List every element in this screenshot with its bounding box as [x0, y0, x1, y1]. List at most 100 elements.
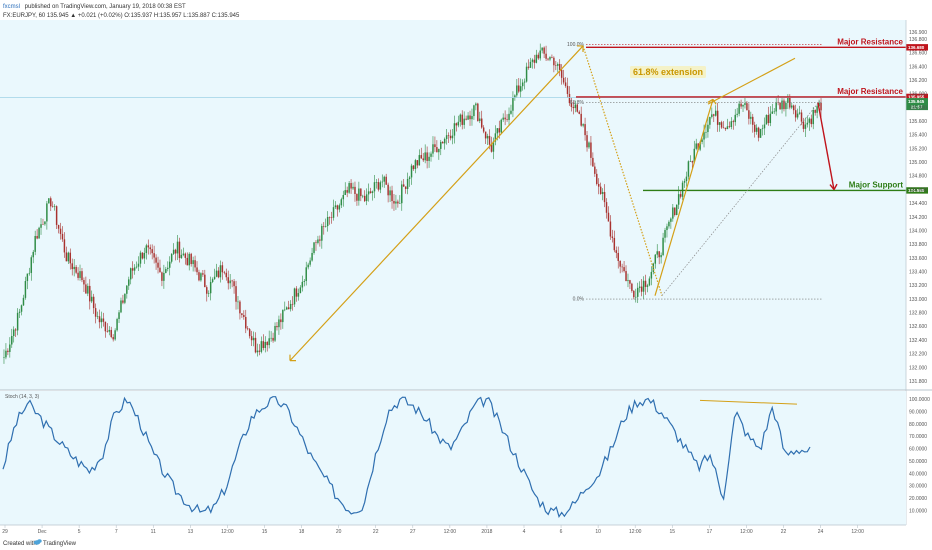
candle-body	[149, 247, 151, 250]
candle-body	[695, 143, 697, 149]
candle-body	[740, 103, 742, 107]
candle-body	[12, 329, 15, 336]
candle-body	[323, 226, 325, 227]
candle-body	[51, 206, 54, 207]
candle-body	[71, 263, 73, 270]
candle-body	[537, 54, 540, 59]
badge-resistance-lower-bg	[906, 93, 928, 101]
candle-body	[229, 280, 231, 284]
x-tick-label: 22	[373, 529, 379, 535]
candle-body	[432, 144, 434, 154]
footer-brand[interactable]: TradingView	[43, 541, 77, 547]
candle-body	[285, 307, 288, 310]
x-tick-label: 20	[336, 529, 342, 535]
x-tick-label: 11	[151, 529, 156, 535]
y-tick-label: 132.000	[909, 365, 927, 371]
candle-body	[59, 228, 62, 234]
candle-body	[742, 104, 744, 107]
candle-body	[479, 118, 481, 122]
candle-body	[182, 253, 185, 255]
candle-body	[358, 188, 360, 201]
candle-body	[362, 195, 364, 197]
candle-body	[568, 93, 571, 104]
candle-body	[342, 194, 345, 200]
candle-body	[623, 267, 625, 272]
candle-body	[360, 188, 362, 197]
candle-body	[145, 245, 148, 253]
candle-body	[168, 261, 171, 268]
candle-body	[726, 126, 729, 130]
y-tick-label: 135.000	[909, 160, 927, 166]
y-tick-label: 135.600	[909, 119, 927, 125]
stoch-panel	[0, 391, 906, 525]
candle-body	[213, 276, 216, 280]
candle-body	[9, 344, 11, 352]
candle-body	[85, 284, 87, 294]
extension-label: 61.8% extension	[633, 67, 703, 77]
candle-body	[198, 272, 200, 281]
tradingview-cloud-icon	[33, 539, 42, 545]
candle-body	[5, 350, 7, 358]
candle-body	[675, 204, 678, 216]
candle-body	[131, 268, 134, 271]
candle-body	[670, 218, 672, 222]
candle-body	[652, 263, 655, 272]
y-tick-label: 136.800	[909, 37, 927, 43]
candle-body	[264, 341, 267, 348]
candle-body	[100, 318, 103, 323]
candle-body	[736, 113, 738, 115]
candle-body	[221, 265, 224, 273]
candle-body	[566, 85, 569, 94]
candle-body	[802, 121, 805, 129]
candle-body	[469, 115, 471, 120]
candle-body	[280, 319, 282, 323]
x-tick-label: 12:00	[444, 529, 457, 535]
candle-body	[397, 201, 399, 204]
candle-body	[619, 260, 621, 267]
candle-body	[422, 158, 424, 161]
x-tick-label: 4	[523, 529, 526, 535]
candle-body	[248, 329, 251, 337]
candle-body	[605, 202, 608, 213]
candle-body	[642, 280, 645, 292]
candle-body	[441, 141, 444, 144]
candle-body	[26, 273, 29, 282]
candle-body	[672, 207, 674, 219]
candle-body	[588, 142, 590, 148]
candle-body	[430, 153, 432, 157]
candle-body	[709, 116, 711, 125]
candle-body	[186, 257, 189, 266]
candle-body	[87, 285, 89, 294]
candle-body	[471, 116, 473, 120]
x-tick-label: Dec	[38, 529, 47, 535]
candle-body	[371, 191, 374, 194]
candle-body	[219, 265, 222, 278]
price-candles	[3, 43, 822, 364]
candle-body	[385, 176, 387, 185]
candle-body	[328, 216, 331, 218]
candle-body	[266, 341, 268, 346]
candle-body	[231, 280, 233, 282]
candle-body	[592, 157, 594, 167]
candle-body	[258, 350, 261, 352]
candle-body	[57, 224, 60, 229]
stoch-y-tick-label: 80.0000	[909, 422, 927, 428]
x-tick-label: 5	[78, 529, 81, 535]
candle-body	[98, 316, 101, 323]
candle-body	[18, 311, 21, 313]
candle-body	[574, 104, 577, 109]
candle-body	[30, 257, 33, 273]
price-annotations: Major Resistance Major Resistance Major Su…	[0, 37, 928, 362]
stoch-line	[2, 396, 811, 519]
candle-body	[535, 54, 538, 63]
candle-body	[449, 135, 452, 139]
x-tick-label: 15	[669, 529, 675, 535]
candle-body	[118, 312, 120, 320]
x-tick-label: 18	[299, 529, 305, 535]
candle-body	[720, 122, 723, 128]
candle-body	[806, 122, 809, 125]
author-link[interactable]: fxcmsl	[3, 4, 20, 10]
candle-body	[414, 160, 417, 170]
